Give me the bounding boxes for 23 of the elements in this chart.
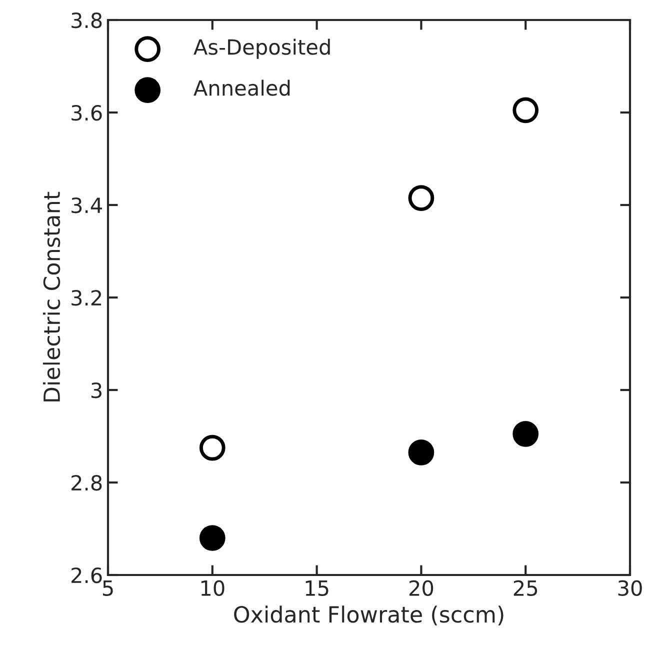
- y-tick-label: 3: [91, 382, 102, 398]
- y-tick-label: 3.2: [72, 290, 102, 306]
- x-tick-label: 10: [201, 580, 224, 596]
- point: [199, 525, 226, 551]
- x-tick-label: 5: [102, 580, 113, 596]
- x-tick-label: 30: [618, 580, 642, 596]
- point: [408, 185, 434, 211]
- x-tick-label: 20: [409, 580, 434, 596]
- y-tick-label: 3.6: [72, 104, 102, 121]
- point: [512, 97, 539, 124]
- point: [408, 440, 434, 466]
- y-axis-title: Dielectric Constant: [42, 192, 60, 402]
- legend-label: As-Deposited: [194, 38, 330, 59]
- y-tick-label: 2.6: [72, 567, 102, 584]
- x-axis-title: Oxidant Flowrate (sccm): [234, 606, 504, 626]
- x-tick-label: 25: [514, 580, 538, 596]
- legend-label: Annealed: [194, 80, 290, 96]
- y-tick-label: 3.8: [72, 12, 102, 28]
- point: [512, 421, 539, 447]
- y-tick-label: 3.4: [72, 197, 102, 214]
- point: [199, 434, 226, 461]
- y-tick-label: 2.8: [72, 474, 102, 491]
- x-tick-label: 15: [306, 580, 328, 596]
